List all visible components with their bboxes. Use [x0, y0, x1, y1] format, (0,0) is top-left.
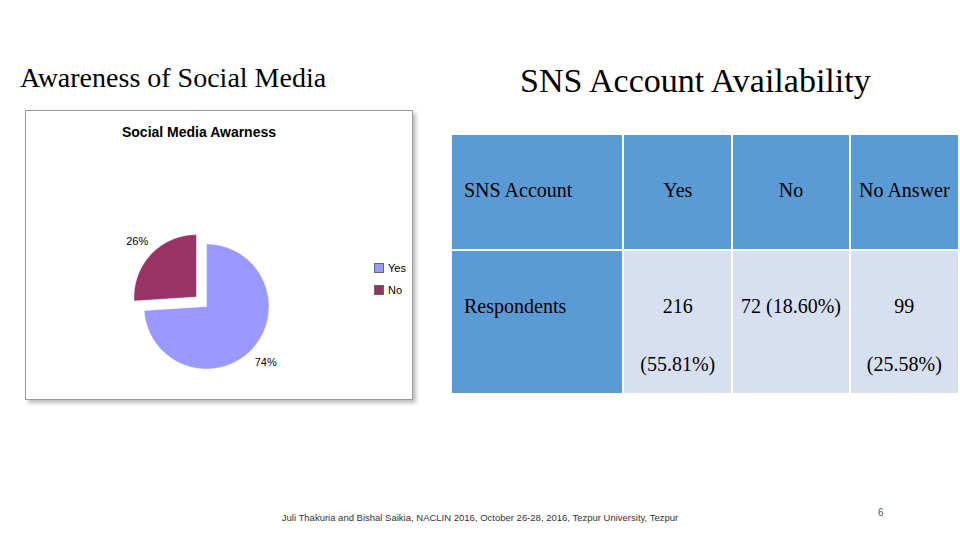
html-text:72 (18.60%): 72 (18.60%)	[741, 295, 841, 317]
html-text:Yes: Yes	[663, 179, 693, 201]
html-text:No: No	[778, 179, 804, 201]
html-text:No: No	[388, 284, 403, 296]
html-text:99 (25.58%): 99 (25.58%)	[866, 295, 942, 375]
html-text:216 (55.81%): 216 (55.81%)	[640, 295, 716, 375]
html-text:6: 6	[878, 507, 884, 518]
svg-text:26%: 26%	[126, 235, 148, 247]
html-text:Awareness of Social Media: Awareness of Social Media	[20, 62, 327, 93]
html-text:Yes: Yes	[388, 262, 406, 274]
html-text:SNS Account Availability: SNS Account Availability	[520, 62, 871, 99]
html-text:Social Media Awarness: Social Media Awarness	[122, 124, 276, 140]
html-text:Juli Thakuria and Bishal Saiki: Juli Thakuria and Bishal Saikia, NACLIN …	[281, 512, 679, 523]
svg-text:74%: 74%	[255, 356, 277, 368]
html-text:Respondents: Respondents	[464, 295, 567, 317]
html-text:SNS Account: SNS Account	[464, 179, 573, 201]
html-text:No Answer: No Answer	[859, 179, 950, 201]
